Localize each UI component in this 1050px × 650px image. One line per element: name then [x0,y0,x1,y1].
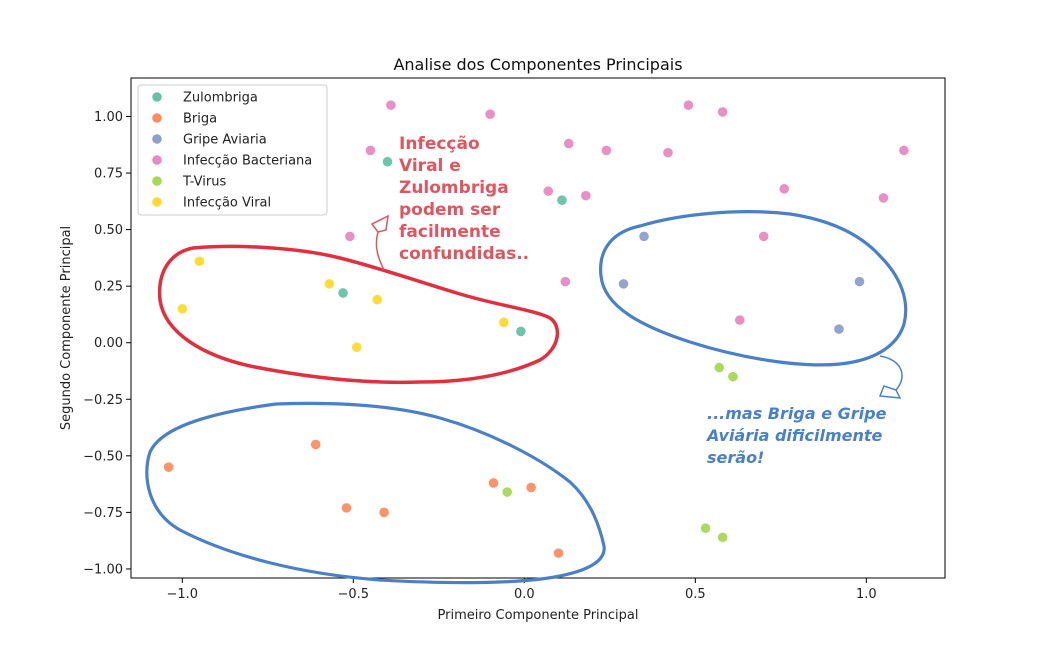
point-infeccao-bacteriana [758,231,769,242]
point-infeccao-bacteriana [779,184,790,194]
y-tick-label: 0.75 [94,167,123,182]
blue-annotation-line: serão! [707,448,764,467]
point-t-virus [700,523,711,534]
x-tick-label: −1.0 [167,587,199,602]
y-axis-ticks: −1.00 −0.75 −0.50 −0.25 0.00 0.25 0.50 0.75 1.00 [83,110,131,577]
point-gripe-aviaria [854,276,865,287]
point-gripe-aviaria [639,231,649,242]
y-axis-label: Segundo Componente Principal [59,226,74,430]
point-gripe-aviaria [618,279,629,289]
point-infeccao-bacteriana [683,100,694,110]
point-infeccao-bacteriana [734,315,745,325]
blue-annotation-line: Aviária dificilmente [705,426,883,445]
legend-marker [152,134,162,144]
legend-marker [152,155,162,165]
y-tick-label: 0.25 [94,280,123,295]
point-briga [526,482,536,493]
point-infeccao-viral [372,294,383,305]
legend: Zulombriga Briga Gripe Aviaria Infecção Bac… [137,84,328,216]
legend-label: Briga [183,112,217,127]
blue-enclosure-right [599,210,908,367]
point-infeccao-bacteriana [560,276,571,287]
point-briga [553,548,564,558]
point-infeccao-bacteriana [386,100,396,110]
chart-title: Analise dos Componentes Principais [393,55,682,74]
red-annotation-line: facilmente [399,222,501,242]
point-t-virus [717,532,728,543]
legend-label: Infecção Viral [183,196,271,211]
x-tick-label: 0.5 [685,587,706,602]
red-annotation-line: Zulombriga [399,178,509,198]
point-t-virus [728,371,738,382]
point-infeccao-bacteriana [878,193,889,203]
point-briga [341,503,352,513]
point-infeccao-bacteriana [345,231,355,242]
legend-label: Gripe Aviaria [183,133,267,148]
x-tick-label: 1.0 [856,587,877,602]
red-annotation-line: Infecção [399,134,480,154]
point-infeccao-bacteriana [563,138,574,149]
legend-label: Infecção Bacteriana [183,154,312,169]
point-briga [163,462,174,472]
point-t-virus [502,487,513,497]
red-annotation-line: podem ser [399,200,501,220]
y-tick-label: −0.75 [83,506,123,521]
red-arrow [370,214,389,271]
point-zulombriga [382,156,393,167]
y-tick-label: −1.00 [83,562,123,577]
point-briga [310,439,321,450]
point-infeccao-viral [351,342,362,353]
point-zulombriga [516,326,526,337]
y-tick-label: −0.25 [83,393,123,408]
point-infeccao-viral [498,317,509,328]
y-tick-label: −0.50 [83,449,123,464]
point-infeccao-viral [194,256,205,267]
point-gripe-aviaria [834,324,844,334]
legend-marker [152,176,162,186]
point-infeccao-bacteriana [663,147,673,158]
blue-enclosure-bottom [145,401,606,585]
blue-annotation-line: ...mas Briga e Gripe [707,404,887,423]
legend-marker [152,113,162,123]
point-briga [379,507,389,518]
point-infeccao-bacteriana [485,109,495,119]
legend-box [137,84,328,216]
legend-label: T-Virus [182,175,226,190]
y-tick-label: 0.50 [94,223,123,238]
red-annotation-line: Viral e [399,156,461,176]
x-tick-label: 0.0 [514,587,535,602]
legend-marker [152,92,162,102]
point-infeccao-viral [324,279,335,289]
legend-marker [152,197,162,207]
point-infeccao-bacteriana [899,145,909,156]
point-briga [488,478,499,488]
legend-label: Zulombriga [183,91,258,106]
point-infeccao-bacteriana [581,190,591,201]
point-t-virus [714,362,725,373]
red-enclosure [157,244,560,385]
point-infeccao-viral [177,303,188,314]
data-points [163,100,909,558]
point-infeccao-bacteriana [365,145,376,156]
y-tick-label: 1.00 [94,110,123,125]
blue-arrow [878,355,903,399]
point-infeccao-bacteriana [543,186,554,196]
x-axis-ticks: −1.0 −0.5 0.0 0.5 1.0 [167,578,877,602]
y-tick-label: 0.00 [94,336,123,351]
point-infeccao-bacteriana [601,145,612,156]
x-tick-label: −0.5 [338,587,370,602]
point-zulombriga [338,288,348,298]
x-axis-label: Primeiro Componente Principal [438,608,639,623]
point-zulombriga [557,195,567,205]
red-annotation-line: confundidas.. [399,244,529,264]
point-infeccao-bacteriana [717,107,728,117]
